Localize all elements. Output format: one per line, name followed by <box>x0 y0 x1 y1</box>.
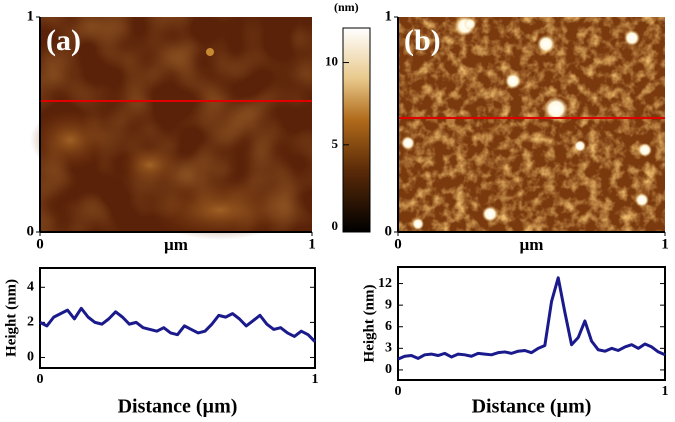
x-tick-label: 1 <box>662 384 669 399</box>
x-tick-label: 0 <box>394 236 402 252</box>
y-tick-label: 12 <box>378 276 392 291</box>
y-tick-label: 4 <box>27 280 34 295</box>
colorbar-tick-label: 5 <box>332 136 339 151</box>
colorbar <box>342 27 371 233</box>
y-tick-label: 3 <box>385 341 392 356</box>
y-tick-label: 9 <box>385 297 392 312</box>
x-axis-label: Distance (µm) <box>472 396 592 418</box>
x-axis-unit: µm <box>164 235 188 254</box>
colorbar-unit: (nm) <box>334 0 359 14</box>
x-tick-label: 1 <box>661 236 669 252</box>
panel-label: (b) <box>404 24 441 57</box>
x-tick-label: 0 <box>395 384 402 399</box>
y-axis-label: Height (nm) <box>361 285 377 363</box>
y-tick-label: 0 <box>385 362 392 377</box>
x-tick-label: 0 <box>37 372 44 387</box>
y-tick-label: 1 <box>27 8 35 24</box>
colorbar-tick-label: 10 <box>325 54 338 69</box>
plot-frame <box>39 267 316 369</box>
x-axis-unit: µm <box>520 235 544 254</box>
x-axis-label: Distance (µm) <box>118 396 238 418</box>
profile-line <box>39 306 317 343</box>
y-tick-label: 0 <box>385 223 393 239</box>
x-tick-label: 1 <box>312 372 319 387</box>
y-axis-label: Height (nm) <box>3 279 19 357</box>
afm-image-a <box>30 17 312 240</box>
y-tick-label: 1 <box>385 8 393 24</box>
y-tick-label: 0 <box>27 223 35 239</box>
profile-line <box>397 276 666 361</box>
y-tick-label: 0 <box>27 350 34 365</box>
x-tick-label: 0 <box>36 236 44 252</box>
colorbar-tick-label: 0 <box>332 218 339 233</box>
plot-frame <box>397 266 666 381</box>
panel-label: (a) <box>46 24 81 57</box>
x-tick-label: 1 <box>308 236 316 252</box>
y-tick-label: 2 <box>27 315 34 330</box>
y-tick-label: 6 <box>385 319 392 334</box>
afm-image-b <box>398 16 665 232</box>
